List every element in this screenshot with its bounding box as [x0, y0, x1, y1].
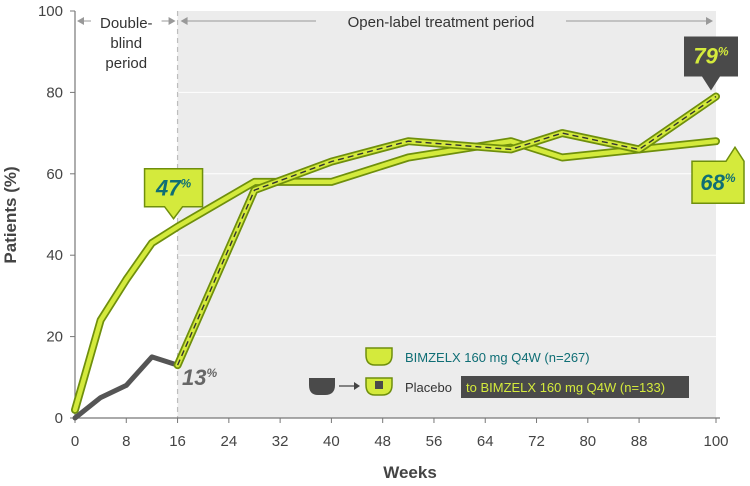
- period-labels: Double-blind period Open-label treatment p…: [77, 14, 713, 72]
- callout-47: 47%: [143, 167, 204, 220]
- x-tick-label: 80: [579, 433, 596, 450]
- callout-box: [691, 145, 745, 204]
- y-tick-label: 100: [38, 3, 63, 20]
- legend-bimzelx-swatch: [365, 347, 393, 366]
- legend-switch-swatch-center: [375, 381, 383, 389]
- series-1-line: [72, 354, 181, 421]
- period-backgrounds: [177, 11, 716, 418]
- y-tick-label: 40: [46, 247, 63, 264]
- callout-box: [143, 167, 204, 220]
- legend-switch-label: to BIMZELX 160 mg Q4W (n=133): [466, 380, 665, 395]
- callout-13: 13%: [182, 365, 217, 390]
- x-tick-label: 88: [631, 433, 648, 450]
- x-tick-label: 48: [374, 433, 391, 450]
- x-tick-label: 64: [477, 433, 494, 450]
- double-blind-arrow-left: [77, 17, 84, 25]
- callout-68: 68%: [691, 145, 745, 204]
- callout-value: 79%: [693, 43, 728, 68]
- x-tick-label: 0: [71, 433, 79, 450]
- double-blind-label: Double-: [100, 15, 153, 32]
- x-tick-label: 56: [426, 433, 443, 450]
- series-lines: [71, 92, 720, 421]
- callout-value: 47%: [155, 176, 191, 201]
- double-blind-label: period: [105, 55, 147, 72]
- double-blind-arrow-right: [168, 17, 176, 25]
- open-label-arrow-left: [180, 17, 188, 25]
- callout-value: 13%: [182, 365, 217, 390]
- x-tick-label: 72: [528, 433, 545, 450]
- y-tick-label: 0: [55, 410, 63, 427]
- x-tick-label: 100: [703, 433, 728, 450]
- y-axis-title: Patients (%): [1, 166, 20, 263]
- open-label-shade: [177, 11, 716, 418]
- x-axis-title: Weeks: [383, 463, 437, 482]
- legend-switch-arrow-head: [354, 382, 360, 390]
- double-blind-label: blind: [110, 35, 142, 52]
- series-2-dash: [176, 95, 717, 366]
- legend-bimzelx-label: BIMZELX 160 mg Q4W (n=267): [405, 350, 590, 365]
- x-tick-label: 24: [220, 433, 237, 450]
- callout-box: [684, 36, 738, 91]
- callout-79: 79%: [684, 36, 738, 91]
- legend: BIMZELX 160 mg Q4W (n=267) Placebo to BIMZ…: [309, 347, 689, 398]
- legend-switch-label-bg: [461, 376, 689, 398]
- legend-placebo-swatch: [309, 378, 335, 395]
- legend-placebo-label: Placebo: [405, 380, 452, 395]
- x-tick-label: 8: [122, 433, 130, 450]
- y-tick-label: 20: [46, 329, 63, 346]
- callouts: 47% 13% 79% 68%: [143, 36, 745, 390]
- x-tick-label: 16: [169, 433, 186, 450]
- x-tick-label: 40: [323, 433, 340, 450]
- open-label-arrow-right: [706, 17, 713, 25]
- y-tick-label: 60: [46, 166, 63, 183]
- x-tick-label: 32: [272, 433, 289, 450]
- open-label-label: Open-label treatment period: [348, 14, 535, 31]
- callout-value: 68%: [700, 170, 735, 195]
- y-tick-label: 80: [46, 84, 63, 101]
- series-0-line: [72, 138, 719, 413]
- grid: [177, 91, 716, 338]
- axes: 0 20 40 60 80 100 0 8 16 24 32 40 48 56 64 72 80 88 100: [38, 3, 729, 450]
